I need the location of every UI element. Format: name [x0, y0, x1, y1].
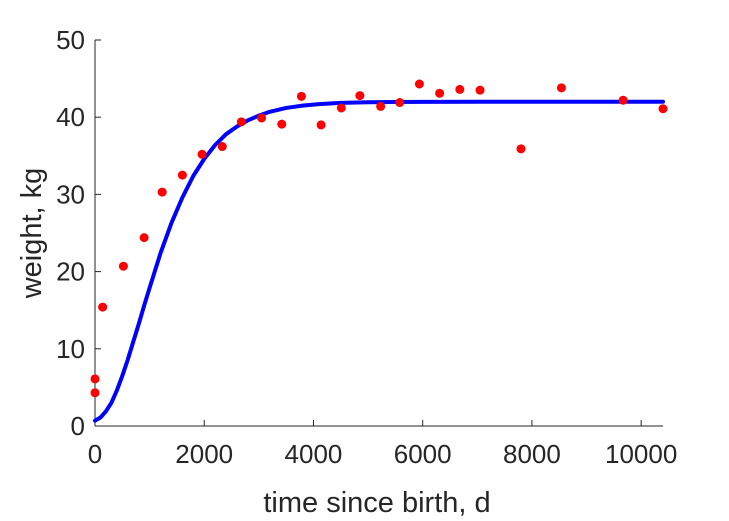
- x-tick-label: 8000: [503, 439, 561, 469]
- y-ticks: 0 10 20 30 40 50: [56, 25, 101, 441]
- plot-content: [90, 79, 668, 423]
- data-point: [658, 104, 668, 114]
- data-point: [157, 187, 167, 197]
- data-point: [316, 120, 326, 130]
- data-point: [139, 233, 149, 243]
- data-point: [475, 85, 485, 95]
- data-point: [177, 170, 187, 180]
- data-point: [435, 88, 445, 98]
- data-point: [395, 98, 405, 108]
- x-tick-label: 4000: [285, 439, 343, 469]
- data-point: [455, 84, 465, 94]
- data-point: [257, 113, 267, 123]
- data-point: [118, 261, 128, 271]
- data-point: [414, 79, 424, 89]
- data-point: [355, 91, 365, 101]
- data-point: [90, 388, 100, 398]
- data-point: [217, 142, 227, 152]
- data-point: [98, 302, 108, 312]
- y-tick-label: 10: [56, 334, 85, 364]
- y-tick-label: 30: [56, 179, 85, 209]
- x-tick-label: 6000: [394, 439, 452, 469]
- data-point: [197, 149, 207, 159]
- y-tick-label: 50: [56, 25, 85, 55]
- data-point: [618, 95, 628, 105]
- y-tick-label: 0: [71, 411, 85, 441]
- x-ticks: 0 2000 4000 6000 8000 10000: [88, 420, 677, 469]
- x-tick-label: 10000: [605, 439, 677, 469]
- data-point: [556, 83, 566, 93]
- data-point: [90, 374, 100, 384]
- x-tick-label: 2000: [175, 439, 233, 469]
- x-axis-label: time since birth, d: [263, 487, 490, 519]
- x-tick-label: 0: [88, 439, 102, 469]
- data-point: [516, 144, 526, 154]
- data-point: [336, 103, 346, 113]
- data-point: [296, 91, 306, 101]
- data-point: [277, 119, 287, 129]
- y-tick-label: 40: [56, 102, 85, 132]
- data-point: [236, 117, 246, 127]
- data-point: [376, 101, 386, 111]
- y-tick-label: 20: [56, 257, 85, 287]
- y-axis-label: weight, kg: [16, 168, 48, 300]
- axes: [94, 40, 663, 427]
- fitted-curve-line: [93, 99, 665, 423]
